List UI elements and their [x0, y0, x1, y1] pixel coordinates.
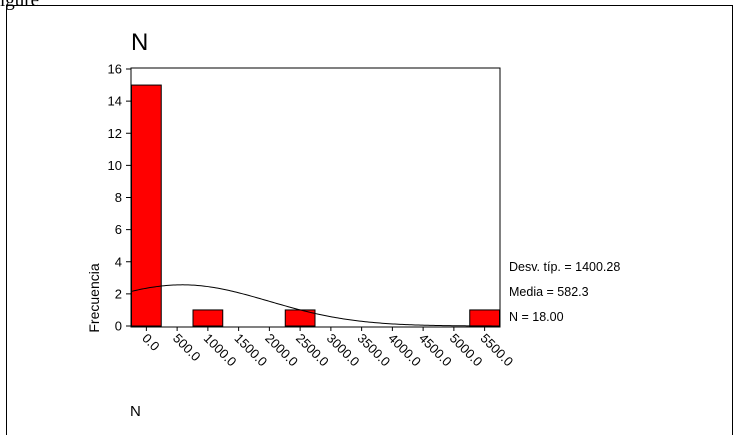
chart-title: N [131, 29, 148, 56]
y-tick-label: 4 [115, 254, 122, 269]
x-tick-label: 1000.0 [201, 331, 240, 370]
x-tick-label: 2500.0 [293, 331, 332, 370]
histogram-chart: N 0 2 4 6 8 10 12 14 16 Frecuencia 0.0 500.01000.… [86, 29, 620, 420]
x-tick-label: 4000.0 [385, 331, 424, 370]
x-tick-label: 5500.0 [478, 331, 517, 370]
x-tick-label: 0.0 [139, 331, 162, 354]
y-tick-label: 16 [108, 62, 122, 77]
stat-mean: Media = 582.3 [509, 285, 589, 299]
histogram-bar [131, 84, 162, 327]
stat-std-dev: Desv. típ. = 1400.28 [509, 260, 620, 274]
histogram-bar [192, 309, 224, 327]
y-tick-label: 0 [115, 319, 122, 334]
x-tick-label: 1500.0 [232, 331, 271, 370]
x-tick-label: 5000.0 [447, 331, 486, 370]
x-tick-label: 2000.0 [262, 331, 301, 370]
y-axis-ticks: 0 2 4 6 8 10 12 14 16 [108, 62, 131, 334]
x-tick-label: 4500.0 [416, 331, 455, 370]
x-axis-label: N [130, 403, 141, 420]
stat-n: N = 18.00 [509, 310, 564, 324]
y-tick-label: 6 [115, 222, 122, 237]
x-tick-label: 3000.0 [324, 331, 363, 370]
y-tick-label: 2 [115, 286, 122, 301]
y-tick-label: 12 [108, 126, 122, 141]
histogram-bar [469, 309, 500, 327]
x-tick-label: 3500.0 [355, 331, 394, 370]
normal-curve [130, 284, 500, 327]
y-tick-label: 14 [108, 94, 122, 109]
histogram-bars [131, 84, 500, 327]
plot-area [130, 67, 501, 328]
y-axis-label: Frecuencia [86, 263, 102, 332]
y-tick-label: 10 [108, 158, 122, 173]
x-tick-label: 500.0 [170, 331, 204, 365]
y-tick-label: 8 [115, 190, 122, 205]
x-axis-ticks: 0.0 500.01000.01500.02000.02500.03000.035… [139, 327, 516, 369]
figure-frame [6, 5, 733, 435]
